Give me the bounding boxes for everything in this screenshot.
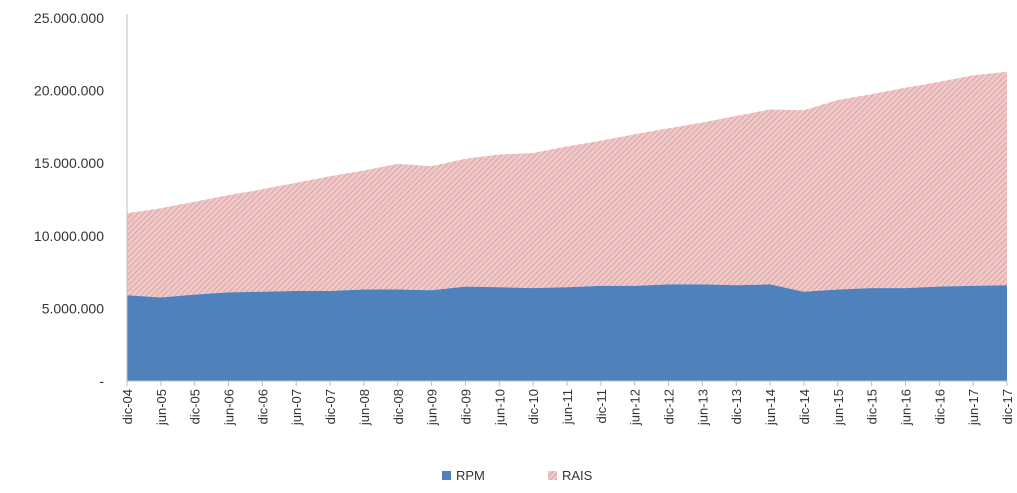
x-tick-label: jun-12 bbox=[628, 389, 643, 426]
x-tick-label: jun-14 bbox=[763, 389, 778, 426]
x-tick-label: dic-06 bbox=[255, 389, 270, 424]
x-tick-label: dic-16 bbox=[932, 389, 947, 424]
x-tick-label: dic-12 bbox=[662, 389, 677, 424]
x-tick-label: jun-06 bbox=[222, 389, 237, 426]
legend-swatch-rpm bbox=[442, 471, 451, 480]
series-area-rais bbox=[127, 72, 1007, 298]
legend-swatch-rais bbox=[548, 471, 557, 480]
legend-label-rpm: RPM bbox=[456, 468, 485, 483]
x-tick-label: dic-08 bbox=[391, 389, 406, 424]
x-tick-label: jun-15 bbox=[831, 389, 846, 426]
y-tick-label: 25.000.000 bbox=[34, 10, 104, 26]
x-tick-label: dic-05 bbox=[188, 389, 203, 424]
x-tick-label: dic-17 bbox=[1000, 389, 1015, 424]
y-tick-label: 20.000.000 bbox=[34, 83, 104, 99]
x-tick-label: dic-10 bbox=[526, 389, 541, 424]
series-area-rpm bbox=[127, 284, 1007, 381]
x-tick-label: jun-07 bbox=[289, 389, 304, 426]
x-tick-label: dic-09 bbox=[458, 389, 473, 424]
x-tick-label: jun-08 bbox=[357, 389, 372, 426]
x-tick-label: dic-07 bbox=[323, 389, 338, 424]
legend-label-rais: RAIS bbox=[562, 468, 593, 483]
x-tick-label: dic-14 bbox=[797, 389, 812, 424]
x-tick-label: jun-16 bbox=[898, 389, 913, 426]
y-tick-label: 10.000.000 bbox=[34, 228, 104, 244]
y-tick-label: 15.000.000 bbox=[34, 155, 104, 171]
y-tick-label: - bbox=[99, 373, 104, 389]
x-tick-label: jun-11 bbox=[560, 389, 575, 425]
x-tick-label: dic-13 bbox=[729, 389, 744, 424]
x-tick-label: jun-13 bbox=[695, 389, 710, 426]
y-tick-label: 5.000.000 bbox=[42, 300, 104, 316]
x-tick-label: dic-04 bbox=[120, 389, 135, 424]
x-tick-label: jun-10 bbox=[492, 389, 507, 426]
x-tick-label: jun-09 bbox=[425, 389, 440, 426]
x-tick-label: dic-15 bbox=[865, 389, 880, 424]
legend: RPM RAIS bbox=[442, 468, 593, 483]
x-tick-label: dic-11 bbox=[594, 389, 609, 423]
x-tick-label: jun-17 bbox=[966, 389, 981, 426]
plot-area bbox=[127, 72, 1007, 381]
x-tick-label: jun-05 bbox=[154, 389, 169, 426]
